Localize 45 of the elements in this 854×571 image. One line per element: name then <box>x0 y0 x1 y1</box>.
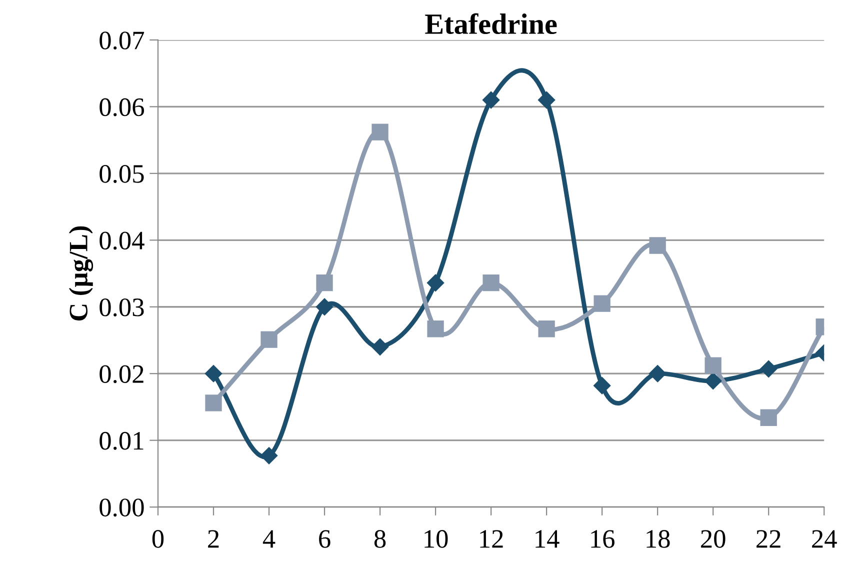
x-tick-label: 16 <box>591 530 614 548</box>
y-tick-label: 0.06 <box>100 98 144 116</box>
point <box>760 409 777 426</box>
point <box>205 394 222 412</box>
point <box>649 237 666 254</box>
point <box>538 320 555 338</box>
y-tick-label: 0.00 <box>100 498 144 517</box>
y-tick-label: 0.04 <box>100 232 144 250</box>
x-tick-label: 10 <box>424 530 448 548</box>
point <box>372 124 388 140</box>
point <box>482 91 500 109</box>
point <box>426 274 444 292</box>
y-axis-title: C (µg/L) <box>68 226 94 320</box>
y-tick-label: 0.03 <box>100 298 144 316</box>
y-tick-label: 0.05 <box>100 165 144 183</box>
x-tick-label: 14 <box>536 530 560 548</box>
point <box>704 357 722 374</box>
x-tick-label: 20 <box>701 530 726 548</box>
y-tick-label: 0.07 <box>100 32 144 50</box>
x-tick-label: 0 <box>152 530 164 548</box>
y-tick-label: 0.01 <box>100 432 144 450</box>
point <box>482 274 500 292</box>
point <box>538 91 556 109</box>
x-tick-label: 24 <box>812 530 837 548</box>
point <box>371 338 389 356</box>
x-tick-label: 6 <box>319 530 330 548</box>
point <box>594 295 610 312</box>
point <box>260 447 278 464</box>
point <box>260 331 278 348</box>
point <box>594 377 611 394</box>
point <box>316 298 334 316</box>
point <box>760 360 778 378</box>
point <box>649 365 666 382</box>
point <box>704 372 722 390</box>
y-tick-label: 0.02 <box>100 365 144 384</box>
x-tick-label: 18 <box>646 530 670 548</box>
point <box>204 365 222 382</box>
point <box>427 320 444 338</box>
x-tick-label: 8 <box>374 530 386 548</box>
x-tick-label: 2 <box>208 530 219 548</box>
x-tick-label: 22 <box>756 530 780 548</box>
x-tick-label: 12 <box>480 530 503 548</box>
x-tick-label: 4 <box>262 530 276 548</box>
point <box>316 274 333 292</box>
chart-title: Etafedrine <box>425 13 557 34</box>
